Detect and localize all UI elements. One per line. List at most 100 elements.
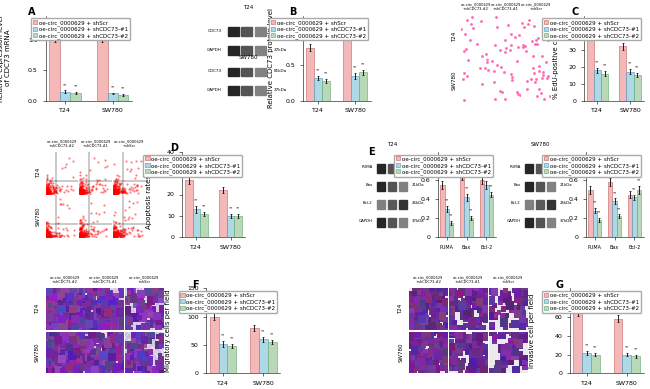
Point <box>44 233 55 239</box>
Point <box>108 188 118 194</box>
Point <box>42 187 52 193</box>
Point <box>504 47 515 53</box>
Point <box>42 190 52 196</box>
Bar <box>228 86 239 95</box>
Point <box>78 234 88 240</box>
Point <box>75 231 86 238</box>
Point <box>79 183 89 189</box>
Point <box>49 233 59 239</box>
Point <box>108 191 118 197</box>
Point <box>48 187 58 194</box>
Point <box>45 224 55 230</box>
Point <box>42 231 52 237</box>
Point <box>45 232 55 238</box>
Point <box>109 234 120 240</box>
Point <box>77 232 87 238</box>
Point <box>497 89 507 95</box>
Point <box>46 188 57 194</box>
Point <box>114 233 125 239</box>
Point <box>76 189 86 195</box>
Point <box>41 233 51 239</box>
Point <box>529 70 539 76</box>
Point <box>46 233 57 240</box>
Point <box>75 188 86 194</box>
Point <box>471 41 482 47</box>
Point <box>74 231 85 238</box>
Point <box>532 93 542 99</box>
Point <box>41 190 51 196</box>
Point <box>113 176 124 182</box>
Point <box>110 209 120 215</box>
Point <box>109 187 120 193</box>
Point <box>79 233 90 239</box>
Point <box>44 189 54 195</box>
Point <box>109 187 119 194</box>
Point <box>42 233 52 239</box>
Y-axis label: Migratory cells per field: Migratory cells per field <box>165 289 171 372</box>
Point <box>476 81 487 87</box>
Point <box>75 190 85 196</box>
Point <box>74 228 85 235</box>
Point <box>109 189 120 195</box>
Point <box>41 182 51 189</box>
Point <box>77 190 88 196</box>
Point <box>110 190 120 196</box>
Point <box>109 190 119 196</box>
Point <box>64 205 74 212</box>
Point <box>76 231 86 237</box>
Text: T24: T24 <box>387 142 398 147</box>
Point <box>500 45 511 51</box>
Point <box>112 227 123 233</box>
Point <box>111 178 122 184</box>
Text: **: ** <box>634 347 638 351</box>
Point <box>40 226 51 233</box>
Point <box>113 233 124 239</box>
Point <box>123 225 133 231</box>
Point <box>529 23 539 29</box>
Point <box>42 231 53 238</box>
Text: 81kDa: 81kDa <box>274 29 287 33</box>
Point <box>44 188 54 194</box>
Point <box>120 207 131 213</box>
Point <box>94 180 105 187</box>
Point <box>111 188 121 194</box>
Point <box>43 231 53 238</box>
Point <box>44 231 54 237</box>
Bar <box>97 40 107 101</box>
Point <box>42 188 52 194</box>
Point <box>109 182 120 188</box>
Point <box>42 233 53 240</box>
Point <box>77 233 87 240</box>
Point <box>91 185 101 191</box>
Text: **: ** <box>593 200 597 204</box>
Point <box>112 183 122 189</box>
Point <box>41 233 51 240</box>
Point <box>118 233 128 239</box>
Point <box>507 77 517 83</box>
Point <box>75 225 86 231</box>
Point <box>56 233 66 239</box>
Point <box>40 190 51 196</box>
Point <box>115 180 125 187</box>
Point <box>113 184 124 190</box>
Point <box>44 223 55 229</box>
Point <box>81 232 92 238</box>
Point <box>456 26 466 32</box>
Point <box>47 174 58 180</box>
Text: **: ** <box>221 334 225 338</box>
Point <box>40 185 51 191</box>
Point <box>118 188 129 194</box>
Point <box>110 190 120 196</box>
Point <box>75 231 85 237</box>
Point <box>545 25 555 31</box>
Point <box>112 190 123 196</box>
Point <box>44 233 54 239</box>
Point <box>98 188 108 194</box>
Point <box>75 233 86 239</box>
Point <box>112 231 123 237</box>
Point <box>112 187 122 193</box>
Point <box>93 228 103 234</box>
Point <box>129 181 140 187</box>
Point <box>114 173 124 179</box>
Point <box>43 186 53 193</box>
